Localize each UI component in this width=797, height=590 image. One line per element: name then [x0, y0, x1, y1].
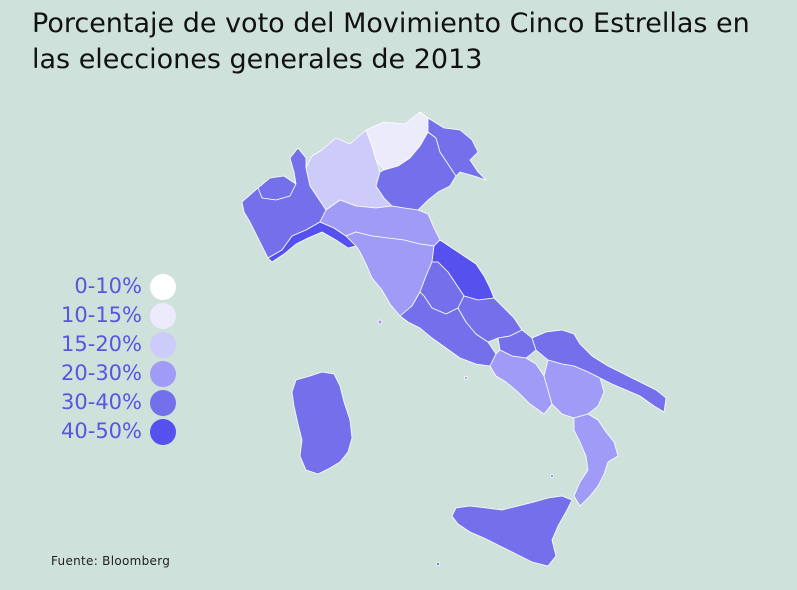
- legend-swatch: [150, 332, 176, 358]
- legend-item: 40-50%: [40, 417, 190, 446]
- legend-label: 15-20%: [61, 332, 142, 356]
- region-calabria: [573, 413, 619, 507]
- legend-item: 0-10%: [40, 272, 190, 301]
- region-sicilia: [451, 495, 573, 567]
- legend-label: 30-40%: [61, 390, 142, 414]
- region-campania: [489, 349, 553, 415]
- region-veneto: [375, 131, 457, 211]
- region-piemonte: [241, 147, 327, 259]
- legend-swatch: [150, 419, 176, 445]
- region-liguria: [267, 221, 357, 263]
- legend-label: 40-50%: [61, 419, 142, 443]
- island-dot: [463, 375, 468, 380]
- legend-swatch: [150, 361, 176, 387]
- island-dot: [435, 562, 440, 567]
- legend-label: 20-30%: [61, 361, 142, 385]
- legend-item: 20-30%: [40, 359, 190, 388]
- legend: 0-10% 10-15% 15-20% 20-30% 30-40% 40-50%: [40, 272, 190, 446]
- legend-item: 10-15%: [40, 301, 190, 330]
- island-dot: [550, 474, 554, 478]
- map-title: Porcentaje de voto del Movimiento Cinco …: [32, 8, 750, 75]
- legend-swatch: [150, 390, 176, 416]
- region-friuli: [427, 117, 487, 181]
- legend-label: 10-15%: [61, 303, 142, 327]
- legend-swatch: [150, 274, 176, 300]
- legend-label: 0-10%: [74, 274, 142, 298]
- legend-item: 30-40%: [40, 388, 190, 417]
- region-basilicata: [543, 359, 605, 419]
- region-sardegna: [291, 371, 353, 475]
- legend-item: 15-20%: [40, 330, 190, 359]
- source-note: Fuente: Bloomberg: [51, 554, 171, 568]
- island-dot: [377, 319, 383, 325]
- legend-swatch: [150, 303, 176, 329]
